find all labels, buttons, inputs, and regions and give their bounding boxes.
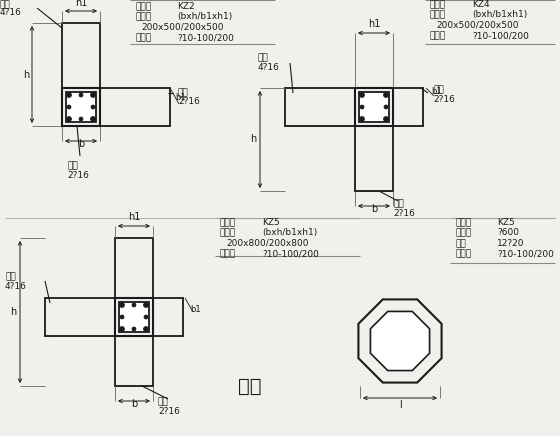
- Bar: [45, 298, 183, 336]
- Text: h: h: [23, 69, 29, 79]
- Text: 2?16: 2?16: [393, 209, 415, 218]
- Text: ?10-100/200: ?10-100/200: [497, 249, 554, 259]
- Text: 柱箍筋: 柱箍筋: [430, 31, 446, 41]
- Text: 4?16: 4?16: [258, 63, 280, 72]
- Text: KZ5: KZ5: [497, 218, 515, 227]
- Text: 角筋: 角筋: [433, 85, 444, 94]
- Circle shape: [79, 117, 83, 121]
- Text: 2?16: 2?16: [67, 171, 89, 180]
- Text: 柱截面: 柱截面: [430, 10, 446, 20]
- Text: (bxh/b1xh1): (bxh/b1xh1): [177, 13, 232, 21]
- Text: (bxh/b1xh1): (bxh/b1xh1): [262, 228, 318, 238]
- Text: l: l: [399, 400, 402, 410]
- Text: ?600: ?600: [497, 228, 519, 238]
- Text: 角筋: 角筋: [0, 0, 11, 9]
- Circle shape: [67, 116, 72, 122]
- Bar: [66, 92, 96, 122]
- Text: 角筋: 角筋: [258, 53, 269, 62]
- Circle shape: [67, 92, 72, 98]
- Circle shape: [360, 105, 364, 109]
- Text: 角筋: 角筋: [393, 199, 404, 208]
- Text: ?10-100/200: ?10-100/200: [262, 249, 319, 259]
- Text: 角筋: 角筋: [67, 161, 78, 170]
- Polygon shape: [358, 300, 442, 382]
- Bar: [359, 92, 389, 122]
- Bar: [100, 88, 170, 126]
- Text: h1: h1: [128, 212, 140, 222]
- Text: 柱截面: 柱截面: [135, 13, 151, 21]
- Text: 柱箍筋: 柱箍筋: [135, 34, 151, 42]
- Text: h1: h1: [368, 19, 380, 29]
- Text: 柱编号: 柱编号: [455, 218, 471, 227]
- Circle shape: [79, 93, 83, 97]
- Circle shape: [384, 116, 389, 122]
- Circle shape: [119, 327, 124, 331]
- Text: 柱箍筋: 柱箍筋: [220, 249, 236, 259]
- Circle shape: [144, 315, 148, 319]
- Text: 柱截面: 柱截面: [220, 228, 236, 238]
- Text: h: h: [10, 307, 16, 317]
- Circle shape: [360, 92, 365, 98]
- Text: 角筋: 角筋: [5, 272, 16, 281]
- Bar: [285, 88, 423, 126]
- Text: 柱编号: 柱编号: [220, 218, 236, 227]
- Bar: [355, 88, 393, 126]
- Text: KZ2: KZ2: [177, 2, 195, 11]
- Text: 角筋: 角筋: [158, 397, 169, 406]
- Text: b: b: [371, 204, 377, 214]
- Text: 200x500/200x500: 200x500/200x500: [436, 21, 519, 30]
- Text: 柱编号: 柱编号: [430, 0, 446, 9]
- Text: KZ4: KZ4: [472, 0, 489, 9]
- Text: 图例: 图例: [238, 377, 262, 395]
- Text: 2?16: 2?16: [158, 407, 180, 416]
- Bar: [62, 23, 100, 88]
- Circle shape: [91, 92, 96, 98]
- Text: b1: b1: [431, 88, 442, 96]
- Text: 200x800/200x800: 200x800/200x800: [226, 239, 309, 248]
- Circle shape: [384, 105, 388, 109]
- Circle shape: [120, 315, 124, 319]
- Text: 4?16: 4?16: [5, 282, 27, 291]
- Text: 12?20: 12?20: [497, 239, 525, 248]
- Circle shape: [132, 303, 136, 307]
- Text: KZ5: KZ5: [262, 218, 280, 227]
- Bar: [115, 298, 153, 336]
- Text: 纵筋: 纵筋: [455, 239, 466, 248]
- Text: 柱箍筋: 柱箍筋: [455, 249, 471, 259]
- Text: 柱编号: 柱编号: [135, 2, 151, 11]
- Text: ?10-100/200: ?10-100/200: [472, 31, 529, 41]
- Bar: [62, 88, 100, 126]
- Text: b1: b1: [190, 304, 200, 313]
- Circle shape: [91, 105, 95, 109]
- Text: b1: b1: [175, 93, 185, 102]
- Text: 200x500/200x500: 200x500/200x500: [141, 23, 223, 32]
- Text: 2?16: 2?16: [433, 95, 455, 104]
- Text: (bxh/b1xh1): (bxh/b1xh1): [472, 10, 528, 20]
- Text: h: h: [250, 134, 256, 144]
- Circle shape: [384, 92, 389, 98]
- Text: h1: h1: [75, 0, 87, 8]
- Circle shape: [91, 116, 96, 122]
- Circle shape: [67, 105, 71, 109]
- Circle shape: [119, 303, 124, 307]
- Circle shape: [360, 116, 365, 122]
- Bar: [355, 126, 393, 191]
- Text: 柱截面: 柱截面: [455, 228, 471, 238]
- Bar: [119, 302, 149, 332]
- Bar: [115, 238, 153, 386]
- Text: 2?16: 2?16: [178, 97, 200, 106]
- Circle shape: [143, 327, 148, 331]
- Text: b: b: [78, 139, 84, 149]
- Circle shape: [143, 303, 148, 307]
- Text: ?10-100/200: ?10-100/200: [177, 34, 234, 42]
- Polygon shape: [370, 311, 430, 371]
- Circle shape: [132, 327, 136, 331]
- Text: 4?16: 4?16: [0, 8, 22, 17]
- Text: b: b: [131, 399, 137, 409]
- Text: 角筋: 角筋: [178, 88, 189, 97]
